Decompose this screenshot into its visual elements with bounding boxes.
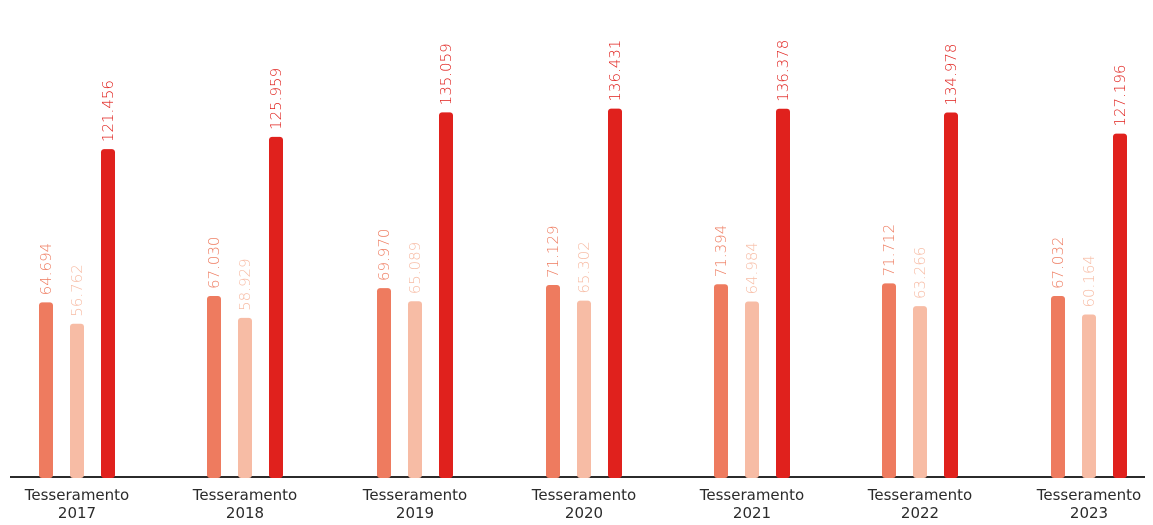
x-tick-label-2020: Tesseramento 2020 <box>531 486 636 522</box>
data-label-2018-series-3: 125.959 <box>267 68 285 130</box>
data-label-2017-series-1: 64.694 <box>37 243 55 296</box>
data-label-2021-series-3: 136.378 <box>774 40 792 102</box>
data-label-2018-series-1: 67.030 <box>205 237 223 290</box>
bars-layer <box>39 108 1127 479</box>
data-label-2021-series-1: 71.394 <box>712 225 730 278</box>
tick-label-line-caption: Tesseramento <box>362 486 467 504</box>
bar-2020-series-3 <box>608 108 622 479</box>
x-tick-label-2017: Tesseramento 2017 <box>24 486 129 522</box>
x-tick-label-2018: Tesseramento 2018 <box>192 486 297 522</box>
data-label-2022-series-1: 71.712 <box>880 224 898 277</box>
data-labels-layer: 64.694 56.762 121.456 67.030 58.929 125.959 69… <box>37 40 1129 317</box>
bar-2017-series-1 <box>39 302 53 478</box>
bar-2019-series-3 <box>439 112 453 478</box>
tick-label-line-caption: Tesseramento <box>24 486 129 504</box>
bar-2023-series-3 <box>1113 133 1127 478</box>
data-label-2023-series-3: 127.196 <box>1111 65 1129 127</box>
tick-label-line-year: 2022 <box>901 504 939 522</box>
bar-2018-series-2 <box>238 317 252 478</box>
tick-label-line-year: 2017 <box>58 504 96 522</box>
bar-2021-series-1 <box>714 284 728 478</box>
bar-2017-series-2 <box>70 323 84 478</box>
tick-label-line-caption: Tesseramento <box>699 486 804 504</box>
tick-label-line-caption: Tesseramento <box>867 486 972 504</box>
tick-label-line-year: 2018 <box>226 504 264 522</box>
bar-2019-series-1 <box>377 288 391 478</box>
bar-2021-series-2 <box>745 301 759 478</box>
bar-2020-series-2 <box>577 300 591 478</box>
bar-2020-series-1 <box>546 284 560 478</box>
data-label-2019-series-2: 65.089 <box>406 242 424 295</box>
tick-label-line-caption: Tesseramento <box>1036 486 1141 504</box>
bar-2018-series-1 <box>207 296 221 478</box>
bar-2022-series-3 <box>944 112 958 479</box>
bar-2023-series-1 <box>1051 296 1065 478</box>
data-label-2019-series-3: 135.059 <box>437 43 455 105</box>
tick-label-line-year: 2020 <box>565 504 603 522</box>
data-label-2023-series-2: 60.164 <box>1080 255 1098 308</box>
bar-2023-series-2 <box>1082 314 1096 478</box>
bar-2022-series-2 <box>913 306 927 478</box>
data-label-2019-series-1: 69.970 <box>375 229 393 282</box>
data-label-2020-series-1: 71.129 <box>544 225 562 278</box>
x-tick-label-2022: Tesseramento 2022 <box>867 486 972 522</box>
tick-label-line-year: 2021 <box>733 504 771 522</box>
bar-2021-series-3 <box>776 108 790 478</box>
tick-label-line-caption: Tesseramento <box>192 486 297 504</box>
data-label-2021-series-2: 64.984 <box>743 242 761 295</box>
bar-2017-series-3 <box>101 149 115 479</box>
data-label-2020-series-3: 136.431 <box>606 40 624 102</box>
x-tick-label-2023: Tesseramento 2023 <box>1036 486 1141 522</box>
x-tick-label-2019: Tesseramento 2019 <box>362 486 467 522</box>
data-label-2017-series-2: 56.762 <box>68 264 86 317</box>
bar-2022-series-1 <box>882 283 896 478</box>
data-label-2017-series-3: 121.456 <box>99 80 117 142</box>
x-tick-label-2021: Tesseramento 2021 <box>699 486 804 522</box>
bar-2019-series-2 <box>408 301 422 478</box>
data-label-2020-series-2: 65.302 <box>575 241 593 294</box>
tick-label-line-caption: Tesseramento <box>531 486 636 504</box>
tick-label-line-year: 2019 <box>396 504 434 522</box>
data-label-2022-series-3: 134.978 <box>942 44 960 106</box>
data-label-2022-series-2: 63.266 <box>911 247 929 300</box>
tick-label-line-year: 2023 <box>1070 504 1108 522</box>
data-label-2018-series-2: 58.929 <box>236 258 254 311</box>
bar-2018-series-3 <box>269 136 283 478</box>
data-label-2023-series-1: 67.032 <box>1049 237 1067 290</box>
